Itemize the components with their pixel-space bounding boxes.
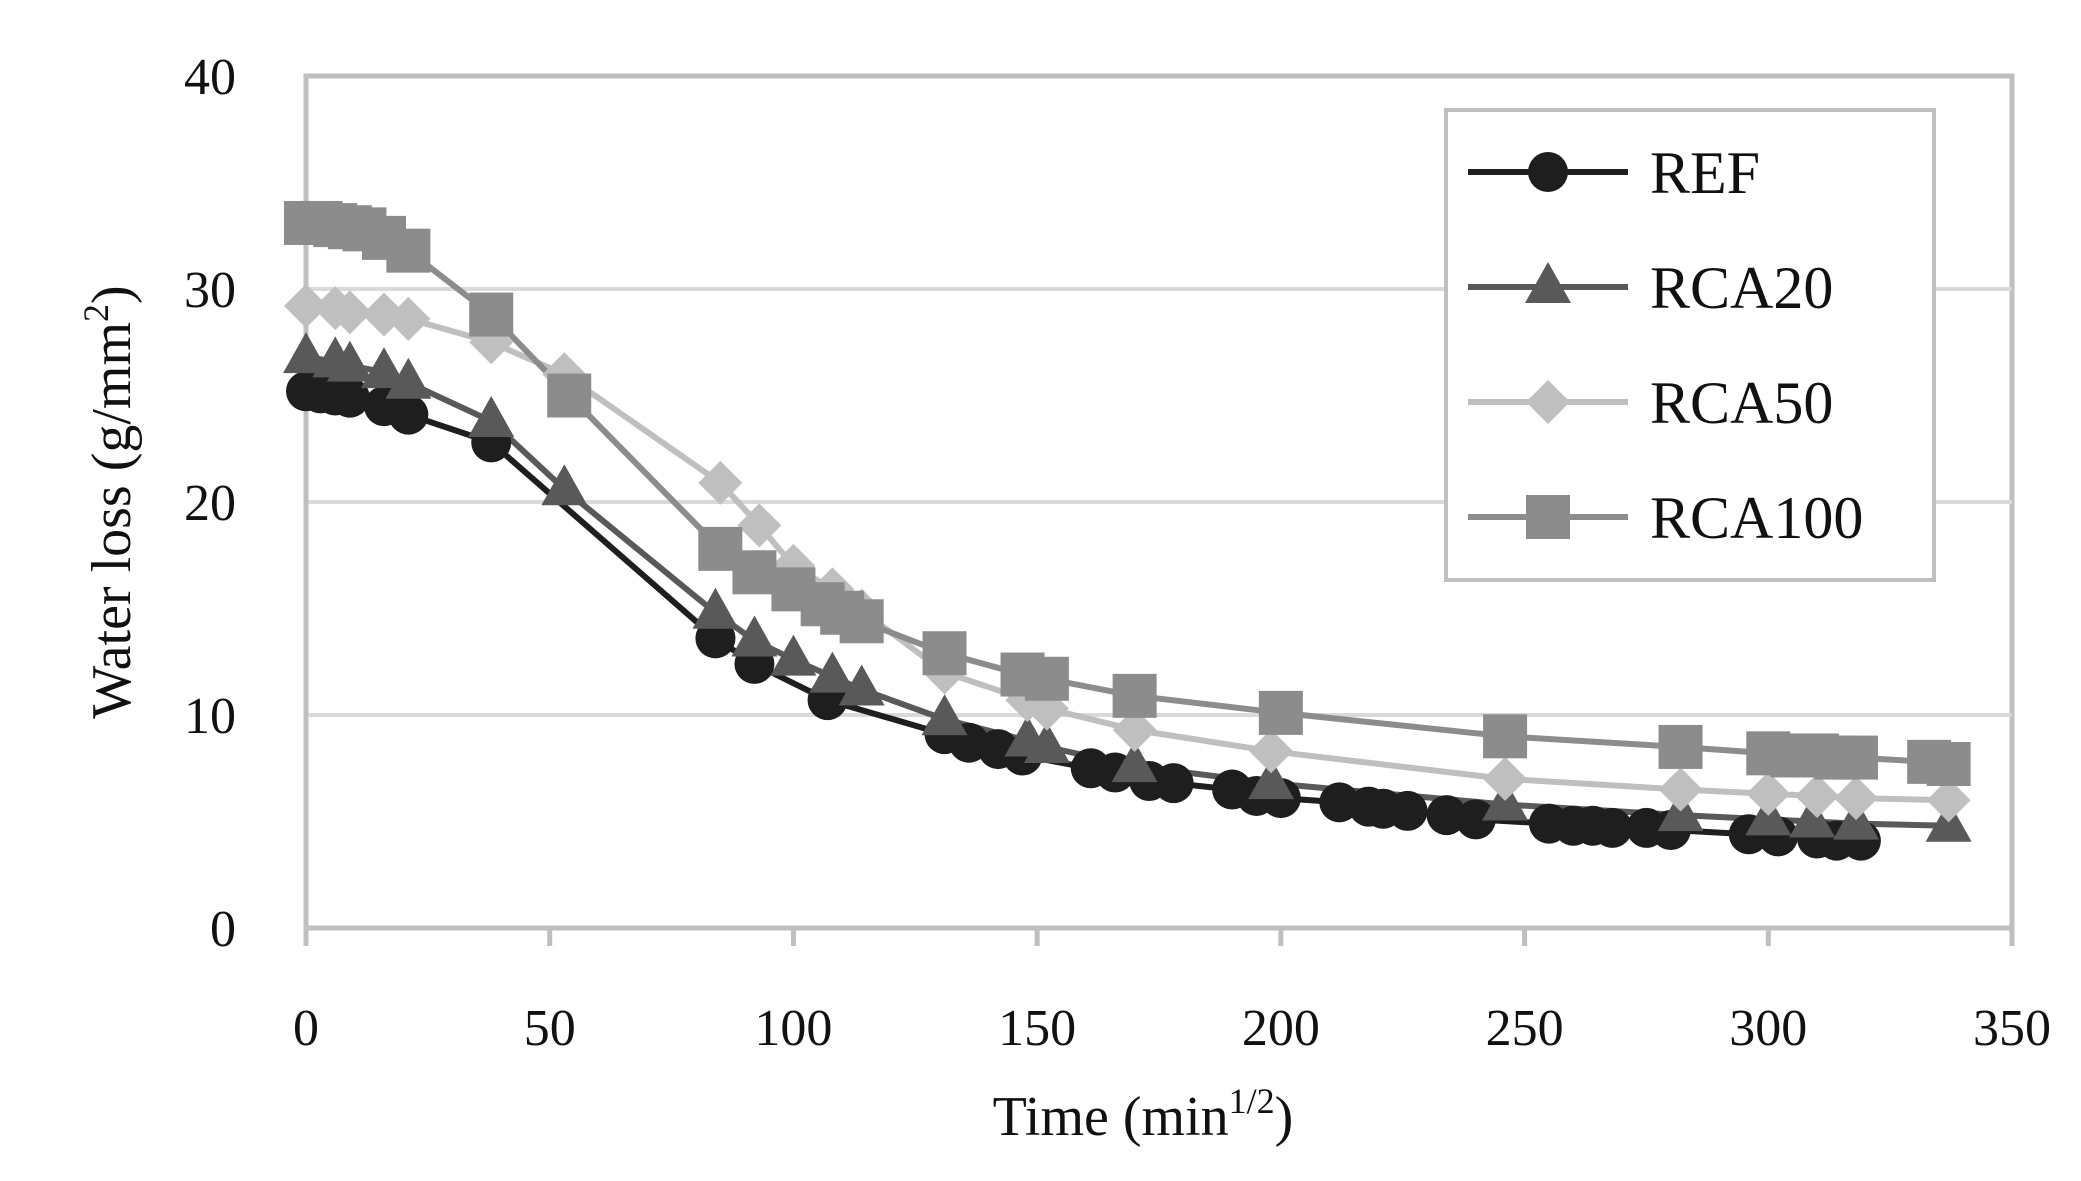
data-point-rca50-0 (284, 284, 328, 329)
data-point-rca100-7 (469, 292, 514, 337)
data-point-rca50-2 (327, 290, 372, 335)
data-point-ref-30 (1592, 807, 1633, 848)
y-tick-label-0: 0 (210, 901, 236, 958)
y-tick-label-20: 20 (184, 475, 236, 532)
data-point-rca100-10 (732, 550, 777, 595)
data-point-rca50-7 (698, 460, 743, 505)
data-point-rca20-11 (838, 664, 885, 706)
data-point-ref-25 (1426, 795, 1467, 836)
data-point-rca50-22 (1926, 778, 1971, 823)
data-point-rca100-21 (1658, 724, 1703, 769)
legend-entry-ref: REF (1468, 140, 1760, 206)
x-tick-label-200: 200 (1242, 1000, 1320, 1057)
data-point-rca20-10 (809, 651, 856, 693)
data-point-rca20-12 (921, 694, 968, 736)
series-markers (283, 200, 1972, 861)
data-point-rca50-18 (1658, 767, 1703, 812)
legend-label-ref: REF (1650, 140, 1760, 206)
data-point-rca50-16 (1249, 729, 1294, 774)
data-point-rca100-14 (839, 599, 884, 644)
data-point-ref-3 (329, 377, 370, 418)
data-point-rca100-28 (1926, 741, 1971, 786)
x-tick-label-350: 350 (1973, 1000, 2051, 1057)
data-point-ref-24 (1387, 790, 1428, 831)
data-point-rca20-16 (1248, 758, 1295, 800)
legend-swatch-marker-rca50 (1526, 380, 1570, 424)
legend-entry-rca50: RCA50 (1468, 370, 1833, 436)
legend-swatch-marker-rca20 (1525, 262, 1571, 303)
data-point-rca20-9 (770, 634, 817, 676)
y-tick-label-30: 30 (184, 262, 236, 319)
data-point-ref-26 (1455, 799, 1496, 840)
data-point-rca20-14 (1023, 721, 1070, 763)
data-point-rca100-26 (1834, 735, 1879, 780)
legend: REF RCA20 RCA50 RCA100 (1444, 108, 1936, 582)
data-point-ref-21 (1319, 782, 1360, 823)
data-point-rca100-20 (1483, 714, 1528, 759)
data-point-rca20-15 (1111, 741, 1158, 783)
data-point-rca100-15 (922, 631, 967, 676)
data-point-rca50-15 (1112, 707, 1157, 752)
axes (303, 76, 2015, 946)
data-point-rca50-17 (1483, 756, 1528, 801)
y-tick-label-40: 40 (184, 49, 236, 106)
data-point-rca20-20 (1789, 796, 1836, 838)
data-point-rca50-21 (1834, 776, 1879, 821)
x-tick-label-300: 300 (1729, 1000, 1807, 1057)
series-points-rca100 (284, 200, 1971, 786)
legend-swatch-marker-rca100 (1526, 495, 1570, 539)
data-point-rca20-3 (360, 347, 407, 389)
data-point-rca20-7 (692, 587, 739, 629)
legend-label-rca50: RCA50 (1650, 370, 1833, 436)
x-tick-label-0: 0 (293, 1000, 319, 1057)
y-axis-title: Water loss (g/mm2) (76, 285, 143, 718)
data-point-rca20-2 (326, 340, 373, 382)
data-point-rca20-8 (731, 615, 778, 657)
data-point-rca100-19 (1258, 690, 1303, 735)
legend-label-rca100: RCA100 (1650, 485, 1863, 551)
data-point-rca100-18 (1112, 673, 1157, 718)
data-point-rca20-5 (468, 396, 515, 438)
x-tick-label-100: 100 (754, 1000, 832, 1057)
data-point-rca50-19 (1746, 771, 1791, 816)
data-point-ref-5 (388, 394, 429, 435)
x-tick-label-150: 150 (998, 1000, 1076, 1057)
data-point-rca100-6 (386, 228, 431, 273)
legend-entry-rca20: RCA20 (1468, 255, 1833, 321)
data-point-rca20-4 (385, 357, 432, 399)
x-tick-label-250: 250 (1486, 1000, 1564, 1057)
data-point-rca50-8 (737, 503, 782, 548)
data-point-rca50-20 (1795, 773, 1840, 818)
tick-labels: 0 50 100 150 200 250 300 350 0 10 20 30 40 (184, 49, 2051, 1057)
x-axis-title: Time (min1/2) (993, 1081, 1294, 1148)
y-tick-label-10: 10 (184, 688, 236, 745)
data-point-rca20-6 (541, 464, 588, 506)
legend-swatch-marker-ref (1528, 152, 1568, 192)
data-point-rca50-4 (386, 296, 431, 341)
x-tick-label-50: 50 (524, 1000, 576, 1057)
legend-label-rca20: RCA20 (1650, 255, 1833, 321)
data-point-rca100-8 (547, 373, 592, 418)
data-point-rca100-17 (1024, 656, 1069, 701)
legend-entry-rca100: RCA100 (1468, 485, 1863, 551)
data-point-ref-17 (1153, 763, 1194, 804)
data-point-rca20-0 (283, 332, 329, 374)
